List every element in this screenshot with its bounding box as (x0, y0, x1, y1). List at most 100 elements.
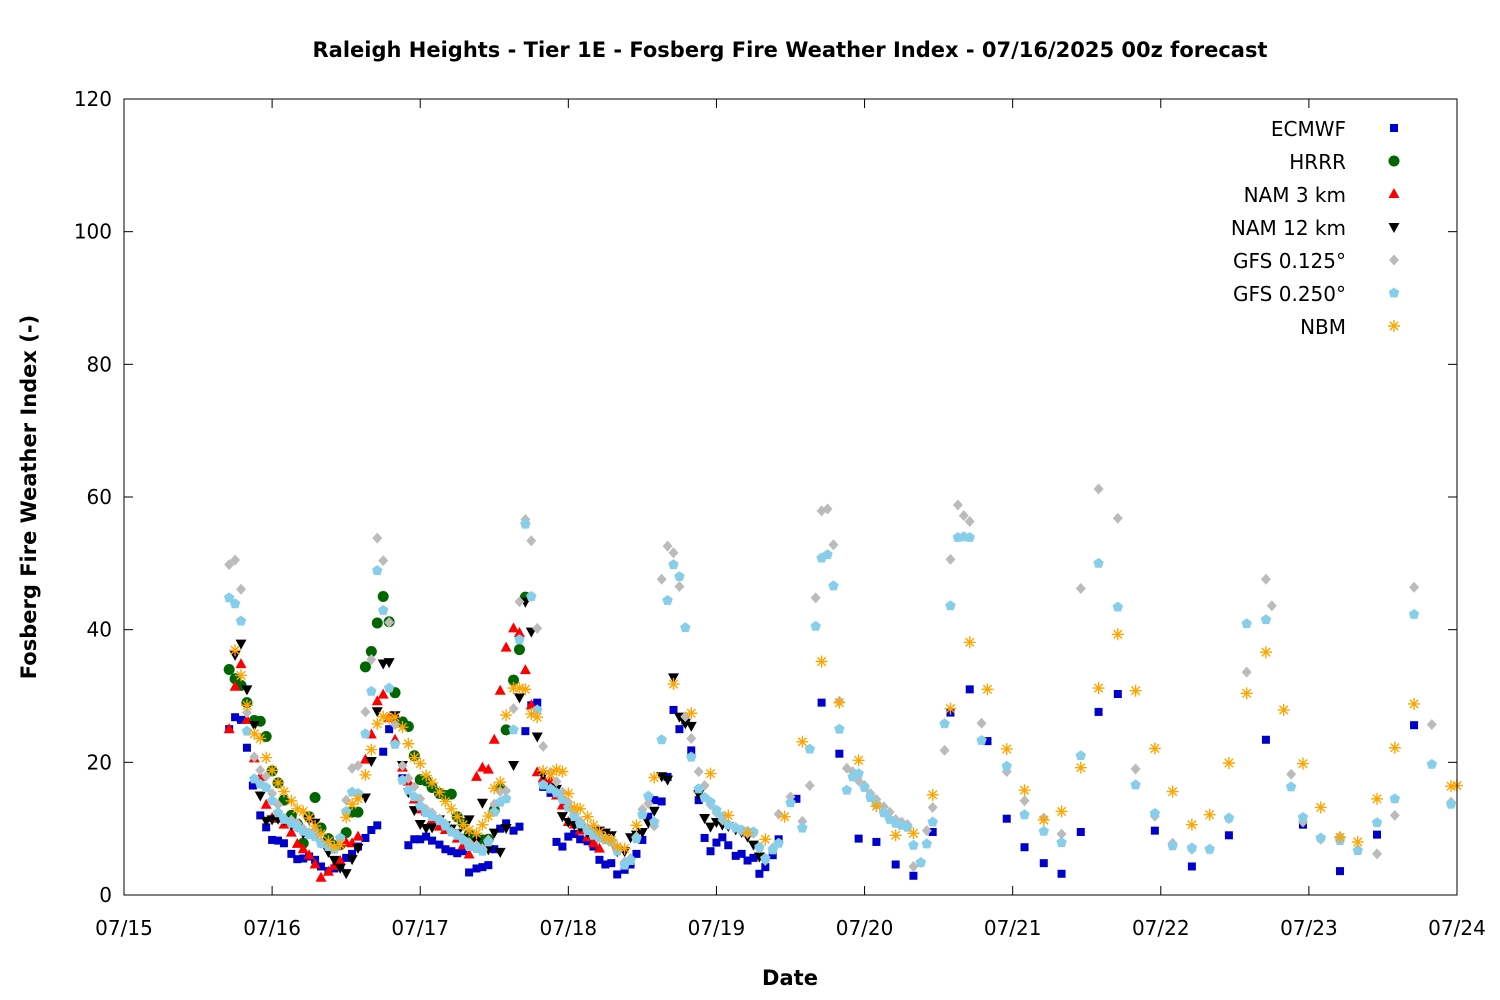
data-point (1150, 826, 1159, 835)
data-point (618, 842, 631, 855)
data-point (1149, 807, 1161, 818)
data-point (334, 855, 346, 866)
data-point (371, 707, 383, 718)
data-point (1224, 831, 1233, 840)
data-point (1408, 608, 1420, 619)
data-point (1039, 859, 1048, 868)
data-point (1185, 818, 1198, 831)
data-point (526, 591, 537, 601)
data-point (1000, 743, 1013, 756)
data-point (309, 820, 322, 833)
x-tick-label: 07/17 (391, 916, 449, 940)
data-point (309, 791, 321, 803)
x-tick-label: 07/24 (1428, 916, 1486, 940)
data-point (574, 802, 587, 815)
data-point (706, 847, 715, 856)
data-point (414, 800, 426, 811)
legend-marker (1388, 155, 1400, 167)
data-point (587, 819, 600, 832)
data-point (685, 721, 697, 732)
data-point (426, 811, 438, 822)
data-point (342, 853, 351, 862)
data-point (964, 516, 975, 528)
data-point (1148, 742, 1161, 755)
data-point (1241, 618, 1252, 629)
data-point (451, 810, 464, 823)
data-point (921, 838, 932, 849)
data-point (335, 832, 346, 843)
data-point (287, 849, 296, 858)
data-point (237, 715, 246, 724)
data-point (500, 824, 512, 835)
data-point (927, 801, 938, 813)
data-point (359, 793, 371, 804)
data-point (817, 698, 826, 707)
data-point (1277, 703, 1290, 716)
data-point (552, 837, 561, 846)
data-point (483, 836, 494, 847)
data-point (254, 791, 266, 802)
data-point (291, 802, 304, 815)
legend-marker (1388, 223, 1400, 233)
data-point (513, 626, 525, 637)
data-point (854, 834, 863, 843)
data-point (686, 732, 697, 744)
data-point (513, 644, 525, 656)
data-point (378, 555, 389, 567)
data-point (519, 664, 531, 675)
data-point (266, 764, 279, 777)
data-point (472, 864, 481, 873)
data-point (656, 573, 667, 585)
data-point (760, 853, 771, 863)
data-point (439, 795, 452, 808)
data-point (693, 783, 704, 794)
legend-marker (1388, 287, 1400, 298)
data-point (648, 806, 660, 817)
data-point (229, 680, 241, 691)
data-point (944, 702, 957, 715)
data-point (667, 678, 680, 691)
data-point (705, 796, 716, 807)
data-point (1259, 646, 1272, 659)
data-point (416, 835, 425, 844)
data-point (907, 827, 920, 840)
data-point (463, 823, 476, 836)
data-point (574, 818, 586, 829)
x-tick-label: 07/16 (243, 916, 301, 940)
legend-label: NBM (1300, 315, 1346, 339)
data-point (797, 822, 808, 833)
data-point (377, 710, 390, 723)
data-point (514, 634, 525, 645)
data-point (489, 806, 500, 817)
data-point (538, 740, 549, 752)
data-point (367, 825, 376, 834)
data-point (279, 839, 288, 848)
data-point (262, 823, 271, 832)
data-point (285, 826, 297, 837)
data-point (340, 811, 353, 824)
data-point (502, 819, 511, 828)
data-point (643, 797, 654, 809)
data-point (593, 825, 606, 838)
data-point (274, 836, 283, 845)
y-tick-label: 40 (87, 618, 112, 642)
data-point (459, 847, 468, 856)
data-point (915, 857, 927, 867)
data-point (396, 721, 409, 734)
data-point (637, 809, 648, 820)
data-point (360, 728, 371, 739)
data-point (235, 658, 247, 669)
data-point (359, 768, 372, 781)
data-point (341, 794, 352, 806)
data-point (737, 849, 746, 858)
data-point (1297, 811, 1309, 822)
data-point (852, 754, 865, 767)
data-point (1260, 573, 1271, 585)
data-point (804, 743, 815, 754)
data-point (1266, 600, 1277, 612)
data-point (1113, 690, 1122, 699)
data-point (353, 760, 364, 772)
data-point (254, 732, 267, 745)
data-point (952, 499, 963, 511)
data-point (397, 774, 408, 785)
